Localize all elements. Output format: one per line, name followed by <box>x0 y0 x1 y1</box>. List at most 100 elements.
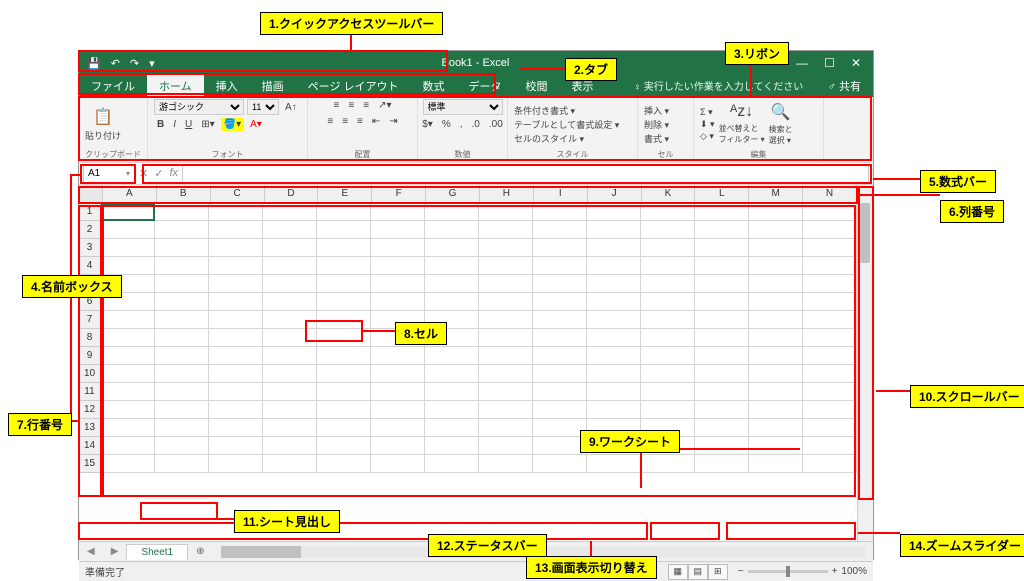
share-button[interactable]: ♂ 共有 <box>816 75 873 97</box>
cell[interactable] <box>263 239 317 257</box>
cell[interactable] <box>155 275 209 293</box>
cell[interactable] <box>587 275 641 293</box>
save-icon[interactable]: 💾 <box>87 57 101 70</box>
cell[interactable] <box>155 401 209 419</box>
cell[interactable] <box>695 455 749 473</box>
undo-icon[interactable]: ↶ <box>111 57 120 70</box>
indent-dec-icon[interactable]: ⇤ <box>369 115 383 128</box>
cell[interactable] <box>641 221 695 239</box>
cell[interactable] <box>209 383 263 401</box>
cell[interactable] <box>371 365 425 383</box>
cell[interactable] <box>533 293 587 311</box>
cell[interactable] <box>695 239 749 257</box>
cell[interactable] <box>317 275 371 293</box>
cell[interactable] <box>479 401 533 419</box>
cell[interactable] <box>371 203 425 221</box>
cell[interactable] <box>155 221 209 239</box>
row-header[interactable]: 3 <box>79 239 101 257</box>
column-header[interactable]: I <box>534 185 588 202</box>
cell[interactable] <box>803 221 857 239</box>
cell[interactable] <box>695 419 749 437</box>
cell[interactable] <box>263 419 317 437</box>
number-format-select[interactable]: 標準 <box>423 99 503 115</box>
align-center-icon[interactable]: ≡ <box>339 115 351 128</box>
delete-cells-button[interactable]: 削除 ▾ <box>644 118 669 131</box>
cell[interactable] <box>155 293 209 311</box>
cell[interactable] <box>803 437 857 455</box>
cell[interactable] <box>209 347 263 365</box>
cell[interactable] <box>479 383 533 401</box>
cell[interactable] <box>641 293 695 311</box>
align-right-icon[interactable]: ≡ <box>354 115 366 128</box>
cell[interactable] <box>587 347 641 365</box>
indent-inc-icon[interactable]: ⇥ <box>386 115 400 128</box>
cell[interactable] <box>803 383 857 401</box>
fill-button[interactable]: ⬇ ▾ <box>700 119 715 130</box>
row-header[interactable]: 14 <box>79 437 101 455</box>
row-header[interactable]: 7 <box>79 311 101 329</box>
cell[interactable] <box>587 311 641 329</box>
cell[interactable] <box>317 221 371 239</box>
cell[interactable] <box>479 257 533 275</box>
cell[interactable] <box>749 365 803 383</box>
column-header[interactable]: E <box>318 185 372 202</box>
row-header[interactable]: 11 <box>79 383 101 401</box>
cell[interactable] <box>317 311 371 329</box>
cell[interactable] <box>263 383 317 401</box>
font-color-icon[interactable]: A▾ <box>247 118 265 131</box>
cell[interactable] <box>479 329 533 347</box>
cell[interactable] <box>749 311 803 329</box>
cell[interactable] <box>695 275 749 293</box>
cell[interactable] <box>263 455 317 473</box>
cell[interactable] <box>425 275 479 293</box>
add-sheet-icon[interactable]: ⊕ <box>188 546 212 557</box>
cell[interactable] <box>533 311 587 329</box>
ribbon-tab[interactable]: 描画 <box>250 75 296 97</box>
cell[interactable] <box>371 275 425 293</box>
cell[interactable] <box>155 365 209 383</box>
column-header[interactable]: J <box>588 185 642 202</box>
cell[interactable] <box>263 203 317 221</box>
cell[interactable] <box>317 419 371 437</box>
font-size-select[interactable]: 11 <box>247 99 279 115</box>
cell[interactable] <box>749 455 803 473</box>
cell[interactable] <box>695 401 749 419</box>
ribbon-tab[interactable]: ページ レイアウト <box>296 75 411 97</box>
cell[interactable] <box>479 347 533 365</box>
cell[interactable] <box>317 257 371 275</box>
align-left-icon[interactable]: ≡ <box>324 115 336 128</box>
cell[interactable] <box>803 401 857 419</box>
cell[interactable] <box>533 419 587 437</box>
currency-icon[interactable]: $▾ <box>419 118 436 131</box>
cell[interactable] <box>425 221 479 239</box>
align-top-icon[interactable]: ≡ <box>331 99 343 112</box>
cell[interactable] <box>803 203 857 221</box>
cell[interactable] <box>749 419 803 437</box>
cell[interactable] <box>587 221 641 239</box>
cell[interactable] <box>695 293 749 311</box>
cell[interactable] <box>317 203 371 221</box>
column-header[interactable]: B <box>157 185 211 202</box>
cell[interactable] <box>587 455 641 473</box>
cell[interactable] <box>101 365 155 383</box>
cell[interactable] <box>695 437 749 455</box>
cell[interactable] <box>533 455 587 473</box>
cell[interactable] <box>749 275 803 293</box>
cell[interactable] <box>425 383 479 401</box>
cell[interactable] <box>155 311 209 329</box>
cell[interactable] <box>641 203 695 221</box>
cell[interactable] <box>587 365 641 383</box>
cell[interactable] <box>209 437 263 455</box>
column-header[interactable]: K <box>642 185 696 202</box>
cell[interactable] <box>803 419 857 437</box>
cell[interactable] <box>209 329 263 347</box>
cell[interactable] <box>533 347 587 365</box>
cell[interactable] <box>641 329 695 347</box>
column-header[interactable]: N <box>803 185 857 202</box>
cell[interactable] <box>317 455 371 473</box>
row-header[interactable]: 13 <box>79 419 101 437</box>
cell[interactable] <box>749 347 803 365</box>
increase-font-icon[interactable]: A↑ <box>282 101 300 114</box>
cell[interactable] <box>641 257 695 275</box>
cell[interactable] <box>533 221 587 239</box>
